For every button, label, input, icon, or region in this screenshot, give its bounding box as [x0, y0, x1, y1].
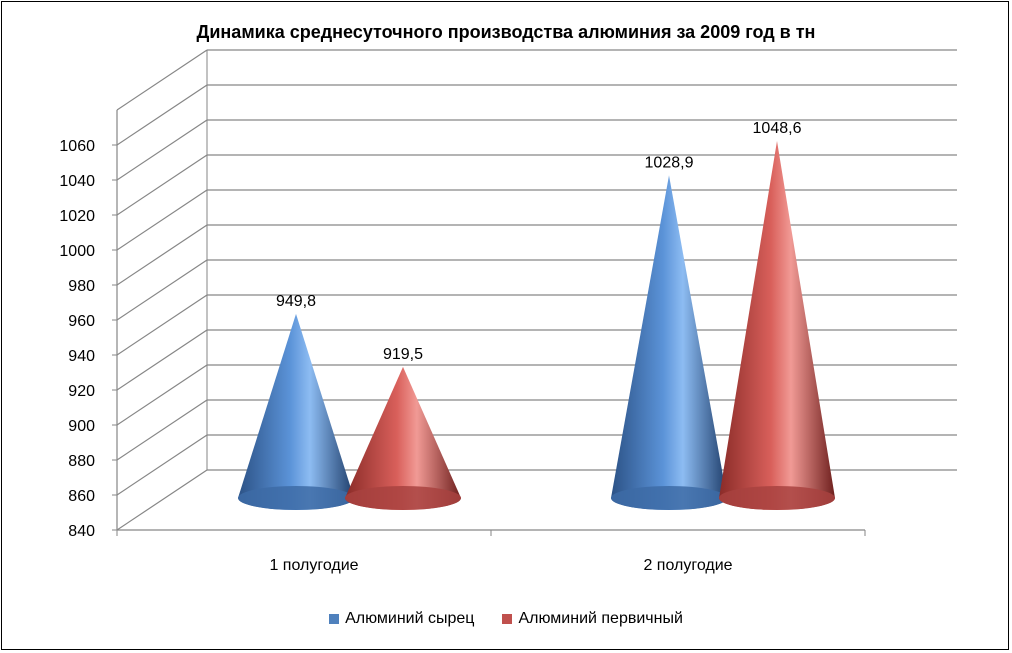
y-tick-label: 1020	[59, 208, 95, 225]
category-labels: 1 полугодие 2 полугодие	[269, 557, 732, 574]
grid-diagonal	[116, 329, 208, 391]
data-label: 949,8	[276, 293, 316, 310]
cone-mark	[719, 140, 835, 510]
grid-diagonal	[116, 399, 208, 461]
cone-mark	[345, 366, 461, 510]
grid-lines	[116, 49, 957, 531]
y-tick-label: 1040	[59, 173, 95, 190]
legend-item-series-2: Алюминий первичный	[502, 610, 683, 628]
grid-diagonal	[116, 84, 208, 146]
cone-body	[611, 175, 727, 511]
y-tick-labels: 840 860 880 900 920 940 960 980 1000 1020 1040 1060	[59, 138, 95, 540]
axes	[112, 110, 866, 536]
y-tick-label: 860	[68, 488, 95, 505]
legend: Алюминий сырец Алюминий первичный	[0, 610, 1012, 628]
data-label: 1048,6	[753, 120, 802, 137]
chart-plot: 840 860 880 900 920 940 960 980 1000 1020 1040 1060…	[59, 49, 957, 574]
grid-diagonal	[116, 224, 208, 286]
cone-body	[345, 366, 461, 510]
grid-diagonal	[116, 434, 208, 496]
y-tick-label: 1060	[59, 138, 95, 155]
category-label: 2 полугодие	[643, 557, 732, 574]
cones	[238, 140, 835, 511]
cone-base	[719, 486, 835, 510]
legend-item-series-1: Алюминий сырец	[329, 610, 474, 628]
legend-label-series-2: Алюминий первичный	[518, 610, 683, 627]
cone-mark	[238, 313, 354, 510]
data-labels: 949,8 919,5 1028,9 1048,6	[276, 120, 802, 363]
category-label: 1 полугодие	[269, 557, 358, 574]
cone-base	[345, 486, 461, 510]
y-tick-label: 840	[68, 523, 95, 540]
grid-diagonal	[116, 469, 208, 531]
data-label: 1028,9	[645, 154, 694, 171]
cone-base	[238, 486, 354, 510]
y-tick-label: 1000	[59, 243, 95, 260]
grid-diagonal	[116, 189, 208, 251]
legend-swatch-blue	[329, 614, 340, 624]
grid-diagonal	[116, 119, 208, 181]
data-label: 919,5	[383, 346, 423, 363]
cone-body	[238, 313, 354, 510]
grid-diagonal	[116, 49, 208, 111]
legend-label-series-1: Алюминий сырец	[345, 610, 475, 627]
y-tick-label: 980	[68, 278, 95, 295]
cone-base	[611, 486, 727, 510]
grid-diagonal	[116, 259, 208, 321]
y-tick-label: 960	[68, 313, 95, 330]
grid-diagonal	[116, 364, 208, 426]
cone-mark	[611, 175, 727, 511]
y-tick-label: 920	[68, 383, 95, 400]
chart-title: Динамика среднесуточного производства ал…	[196, 22, 816, 42]
y-tick-label: 940	[68, 348, 95, 365]
grid-diagonal	[116, 294, 208, 356]
cone-body	[719, 140, 835, 510]
grid-diagonal	[116, 154, 208, 216]
legend-swatch-red	[502, 614, 513, 624]
y-tick-label: 900	[68, 418, 95, 435]
y-tick-label: 880	[68, 453, 95, 470]
